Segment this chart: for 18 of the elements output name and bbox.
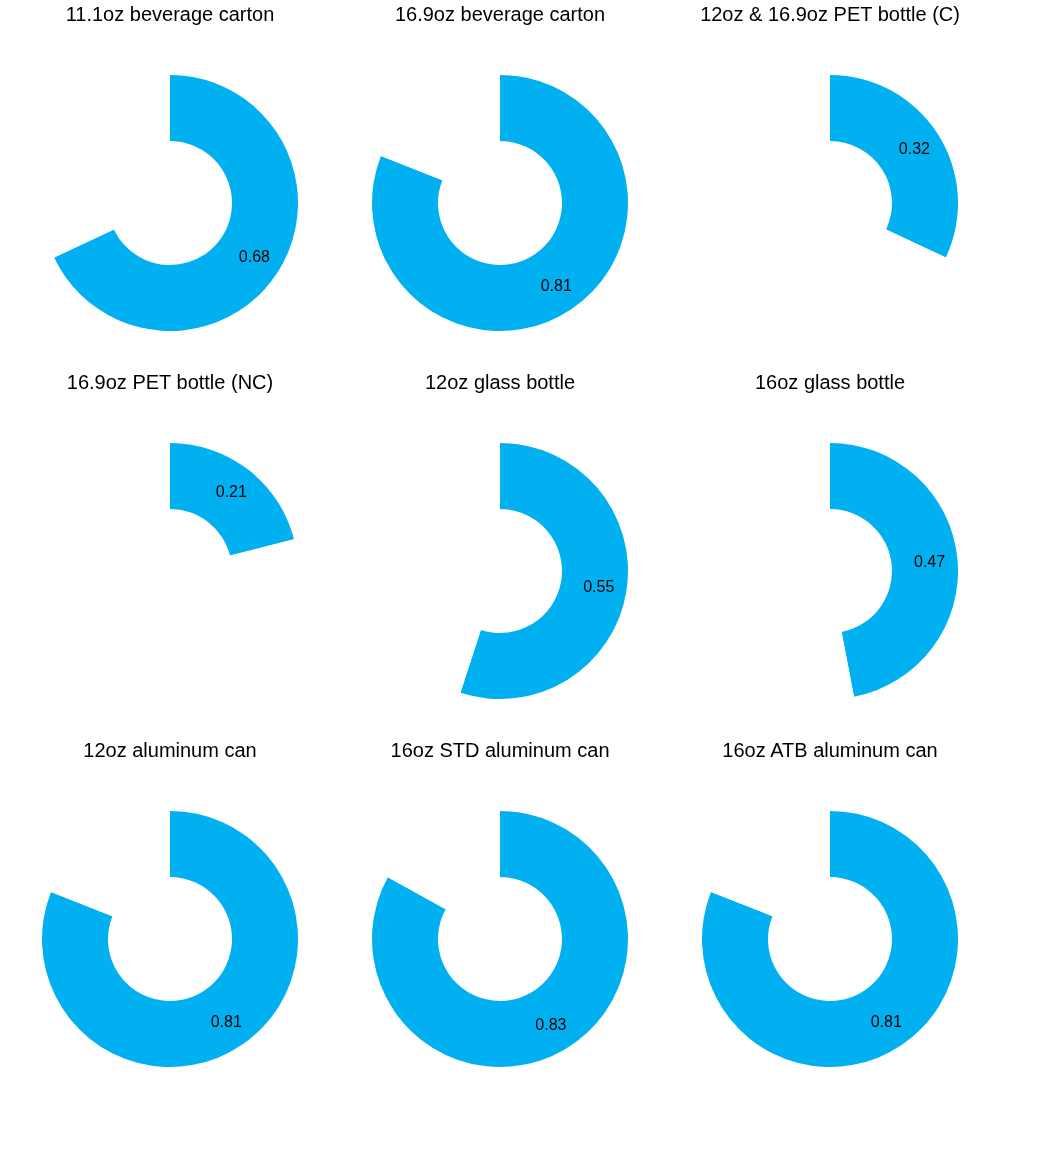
data-label: 0.81 [210,1012,242,1030]
data-label: 0.81 [870,1012,902,1030]
chart-title: 11.1oz beverage carton [65,3,275,25]
data-label: 0.32 [898,140,931,158]
chart-title: 16.9oz PET bottle (NC) [66,371,274,393]
chart-title: 12oz & 16.9oz PET bottle (C) [700,3,960,25]
chart-title: 16oz STD aluminum can [390,739,610,761]
chart-title: 12oz glass bottle [424,371,576,393]
data-label: 0.68 [238,247,271,265]
data-label: 0.47 [913,552,946,570]
chart-title: 16oz ATB aluminum can [722,739,938,761]
data-label: 0.21 [215,482,247,500]
data-label: 0.83 [535,1016,567,1034]
data-label: 0.55 [583,577,615,595]
chart-title: 16.9oz beverage carton [394,3,606,25]
data-label: 0.81 [540,276,572,294]
chart-title: 16oz glass bottle [754,371,906,393]
chart-title: 12oz aluminum can [83,739,257,761]
